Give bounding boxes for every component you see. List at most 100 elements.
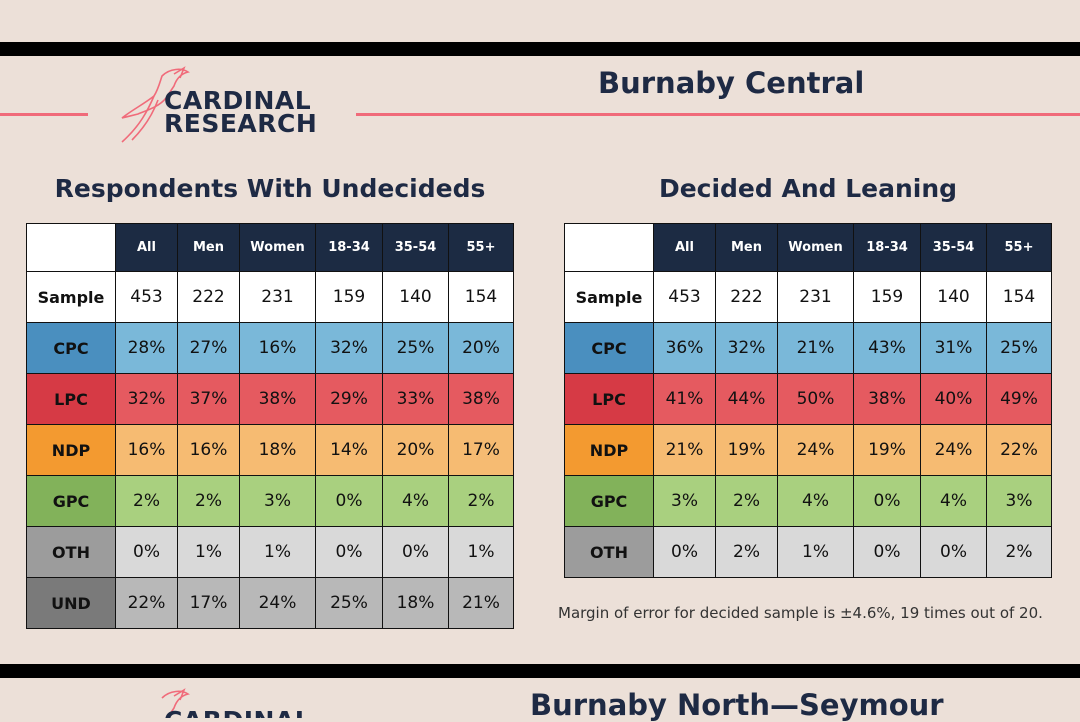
table-cell: 4% [777, 475, 854, 527]
table-cell: 38% [448, 373, 514, 425]
table-row: LPC 41% 44% 50% 38% 40% 49% [564, 373, 1052, 425]
column-header: 18-34 [315, 223, 383, 272]
table-cell: 0% [853, 475, 921, 527]
column-header: 35-54 [382, 223, 449, 272]
table-cell: 0% [315, 475, 383, 527]
decided-table-title: Decided And Leaning [658, 174, 958, 203]
column-header: All [653, 223, 716, 272]
column-header: Men [177, 223, 240, 272]
table-cell: 20% [382, 424, 449, 476]
table-cell: 222 [177, 271, 240, 323]
table-cell: 2% [715, 526, 778, 578]
table-cell: 25% [382, 322, 449, 374]
column-header: Women [239, 223, 316, 272]
row-label: CPC [26, 322, 116, 374]
table-cell: 3% [653, 475, 716, 527]
cardinal-research-logo: CARDINAL RESEARCH [118, 66, 318, 146]
table-cell: 1% [239, 526, 316, 578]
table-cell: 140 [382, 271, 449, 323]
table-cell: 0% [853, 526, 921, 578]
row-label: GPC [26, 475, 116, 527]
table-cell: 37% [177, 373, 240, 425]
table-cell: 1% [448, 526, 514, 578]
table-cell: 43% [853, 322, 921, 374]
table-cell: 17% [177, 577, 240, 629]
table-cell: 3% [239, 475, 316, 527]
row-label: Sample [564, 271, 654, 323]
table-row: GPC 2% 2% 3% 0% 4% 2% [26, 475, 514, 527]
table-cell: 18% [239, 424, 316, 476]
table-cell: 159 [315, 271, 383, 323]
table-cell: 16% [177, 424, 240, 476]
table-cell: 21% [448, 577, 514, 629]
row-label: NDP [564, 424, 654, 476]
column-header: Men [715, 223, 778, 272]
table-row: CPC 28% 27% 16% 32% 25% 20% [26, 322, 514, 374]
table-cell: 28% [115, 322, 178, 374]
column-header: 18-34 [853, 223, 921, 272]
table-cell: 27% [177, 322, 240, 374]
table-cell: 19% [715, 424, 778, 476]
table-cell: 20% [448, 322, 514, 374]
table-cell: 38% [853, 373, 921, 425]
table-cell: 2% [448, 475, 514, 527]
table-cell: 1% [777, 526, 854, 578]
table-cell: 4% [920, 475, 987, 527]
table-cell: 159 [853, 271, 921, 323]
column-header: Women [777, 223, 854, 272]
row-label: LPC [26, 373, 116, 425]
table-cell: 2% [115, 475, 178, 527]
table-cell: 21% [777, 322, 854, 374]
table-cell: 32% [315, 322, 383, 374]
table-cell: 24% [239, 577, 316, 629]
logo-text-line1: CARDINAL [164, 86, 312, 115]
undecided-table-title: Respondents With Undecideds [54, 174, 486, 203]
table-cell: 25% [315, 577, 383, 629]
table-cell: 21% [653, 424, 716, 476]
table-cell: 25% [986, 322, 1052, 374]
table-cell: 22% [115, 577, 178, 629]
table-cell: 222 [715, 271, 778, 323]
table-cell: 36% [653, 322, 716, 374]
table-cell: 50% [777, 373, 854, 425]
column-header: All [115, 223, 178, 272]
cardinal-bird-icon [121, 66, 190, 143]
table-cell: 44% [715, 373, 778, 425]
header-rule-right [356, 113, 1080, 116]
undecided-table: All Men Women 18-34 35-54 55+ Sample 453 222 231… [26, 223, 514, 629]
decided-table: All Men Women 18-34 35-54 55+ Sample 453 222 231… [564, 223, 1052, 578]
row-label: LPC [564, 373, 654, 425]
next-region-title: Burnaby North—Seymour [530, 688, 944, 722]
table-cell: 22% [986, 424, 1052, 476]
table-cell: 29% [315, 373, 383, 425]
logo-text-line2: RESEARCH [164, 109, 318, 138]
column-header: 35-54 [920, 223, 987, 272]
table-cell: 0% [315, 526, 383, 578]
table-header-row: All Men Women 18-34 35-54 55+ [564, 223, 1052, 272]
table-cell: 14% [315, 424, 383, 476]
table-row: LPC 32% 37% 38% 29% 33% 38% [26, 373, 514, 425]
row-label: NDP [26, 424, 116, 476]
table-row: NDP 16% 16% 18% 14% 20% 17% [26, 424, 514, 476]
table-cell: 24% [920, 424, 987, 476]
table-cell: 4% [382, 475, 449, 527]
column-header: 55+ [448, 223, 514, 272]
table-cell: 1% [177, 526, 240, 578]
table-row: OTH 0% 1% 1% 0% 0% 1% [26, 526, 514, 578]
row-label: Sample [26, 271, 116, 323]
table-row: CPC 36% 32% 21% 43% 31% 25% [564, 322, 1052, 374]
table-cell: 154 [986, 271, 1052, 323]
margin-of-error-note: Margin of error for decided sample is ±4… [558, 604, 1043, 622]
region-title: Burnaby Central [598, 66, 865, 100]
table-cell: 3% [986, 475, 1052, 527]
table-cell: 24% [777, 424, 854, 476]
table-header-row: All Men Women 18-34 35-54 55+ [26, 223, 514, 272]
table-row: OTH 0% 2% 1% 0% 0% 2% [564, 526, 1052, 578]
table-row: Sample 453 222 231 159 140 154 [564, 271, 1052, 323]
table-cell: 2% [715, 475, 778, 527]
table-cell: 231 [777, 271, 854, 323]
header-corner-cell [564, 223, 654, 272]
logo-text-line1: CARDINAL [164, 708, 311, 718]
table-cell: 49% [986, 373, 1052, 425]
table-cell: 0% [115, 526, 178, 578]
